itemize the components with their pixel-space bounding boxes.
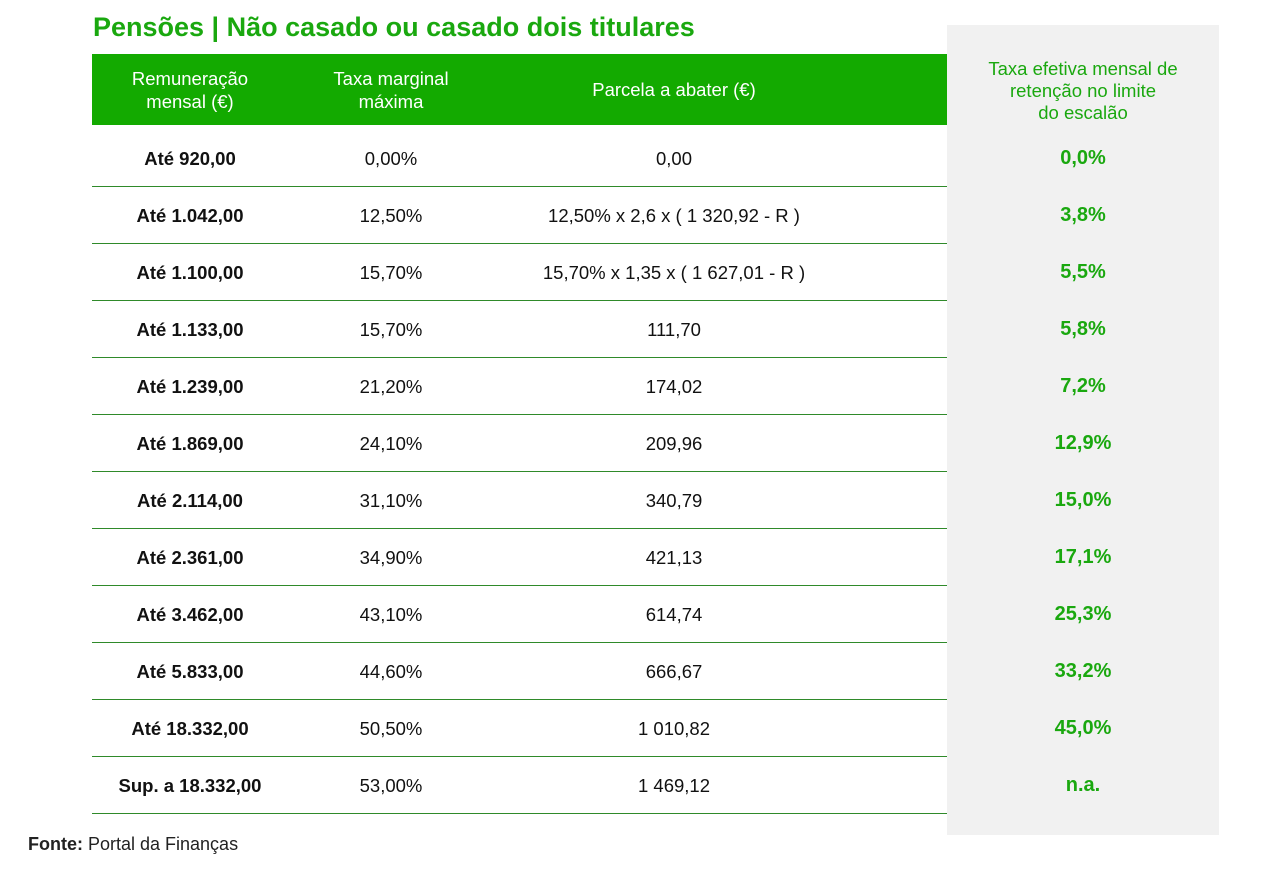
taxa-marginal-cell: 44,60%: [359, 660, 423, 682]
table-row: Sup. a 18.332,00 53,00% 1 469,12 n.a.: [92, 757, 1219, 814]
header-line: Taxa marginal: [333, 67, 449, 89]
table-row: Até 1.042,00 12,50% 12,50% x 2,6 x ( 1 320…: [92, 187, 1219, 244]
header-line: máxima: [358, 90, 424, 112]
taxa-efetiva-cell: 3,8%: [1060, 204, 1106, 226]
header-taxa-marginal: Taxa marginal máxima: [288, 54, 494, 125]
effective-rate-panel: Taxa efetiva mensal de retenção no limit…: [947, 25, 1219, 835]
remuneracao-cell: Até 2.114,00: [137, 489, 243, 511]
table-row: Até 3.462,00 43,10% 614,74 25,3%: [92, 586, 1219, 643]
header-remuneracao: Remuneração mensal (€): [92, 54, 288, 125]
remuneracao-cell: Até 3.462,00: [136, 603, 244, 625]
header-line: mensal (€): [146, 90, 234, 112]
taxa-efetiva-cell: 5,8%: [1060, 318, 1106, 340]
taxa-marginal-cell: 15,70%: [359, 261, 423, 283]
parcela-cell: 340,79: [645, 489, 703, 511]
source-text: Portal da Finanças: [82, 834, 239, 854]
table-row: Até 2.114,00 31,10% 340,79 15,0%: [92, 472, 1219, 529]
remuneracao-cell: Até 1.869,00: [136, 432, 244, 454]
table-body: Até 920,00 0,00% 0,00 0,0% Até 1.042,00 12,50…: [92, 130, 1219, 814]
parcela-cell: 1 010,82: [637, 717, 710, 739]
header-line: Parcela a abater (€): [592, 79, 756, 100]
table-row: Até 5.833,00 44,60% 666,67 33,2%: [92, 643, 1219, 700]
taxa-marginal-cell: 12,50%: [359, 204, 423, 226]
taxa-efetiva-cell: 25,3%: [1054, 603, 1112, 625]
taxa-marginal-cell: 53,00%: [359, 774, 423, 796]
source-label: Fonte:: [28, 834, 83, 854]
taxa-marginal-cell: 21,20%: [359, 375, 423, 397]
effective-rate-header-line: Taxa efetiva mensal de: [988, 58, 1178, 79]
effective-rate-header: Taxa efetiva mensal de retenção no limit…: [947, 58, 1219, 124]
remuneracao-cell: Até 1.239,00: [136, 375, 244, 397]
taxa-efetiva-cell: n.a.: [1065, 774, 1101, 796]
table-row: Até 18.332,00 50,50% 1 010,82 45,0%: [92, 700, 1219, 757]
effective-rate-header-line: do escalão: [1038, 102, 1128, 123]
parcela-cell: 209,96: [645, 432, 703, 454]
remuneracao-cell: Até 1.100,00: [136, 261, 244, 283]
page-title: Pensões | Não casado ou casado dois titu…: [93, 12, 695, 42]
taxa-marginal-cell: 31,10%: [359, 489, 423, 511]
taxa-marginal-cell: 50,50%: [359, 717, 423, 739]
table-row: Até 920,00 0,00% 0,00 0,0%: [92, 130, 1219, 187]
remuneracao-cell: Até 1.133,00: [136, 318, 244, 340]
taxa-efetiva-cell: 12,9%: [1054, 432, 1112, 454]
remuneracao-cell: Até 18.332,00: [131, 717, 249, 739]
header-parcela: Parcela a abater (€): [494, 54, 854, 125]
taxa-efetiva-cell: 33,2%: [1054, 660, 1112, 682]
parcela-cell: 111,70: [647, 318, 701, 340]
parcela-cell: 421,13: [645, 546, 703, 568]
effective-rate-header-line: retenção no limite: [1009, 80, 1157, 101]
taxa-marginal-cell: 34,90%: [359, 546, 423, 568]
remuneracao-cell: Até 1.042,00: [136, 204, 244, 226]
header-line: Remuneração: [131, 67, 249, 89]
table-row: Até 2.361,00 34,90% 421,13 17,1%: [92, 529, 1219, 586]
parcela-cell: 174,02: [645, 375, 703, 397]
table-row: Até 1.239,00 21,20% 174,02 7,2%: [92, 358, 1219, 415]
parcela-cell: 0,00: [655, 147, 692, 169]
taxa-marginal-cell: 43,10%: [359, 603, 423, 625]
remuneracao-cell: Até 2.361,00: [136, 546, 244, 568]
remuneracao-cell: Sup. a 18.332,00: [118, 774, 262, 796]
taxa-efetiva-cell: 17,1%: [1054, 546, 1112, 568]
taxa-marginal-cell: 0,00%: [364, 147, 418, 169]
table-header: Remuneração mensal (€) Taxa marginal máx…: [92, 54, 947, 125]
parcela-cell: 666,67: [645, 660, 703, 682]
taxa-efetiva-cell: 45,0%: [1054, 717, 1112, 739]
taxa-efetiva-cell: 7,2%: [1060, 375, 1106, 397]
parcela-cell: 614,74: [645, 603, 703, 625]
taxa-efetiva-cell: 5,5%: [1060, 261, 1106, 283]
source-footer: Fonte: Portal da Finanças: [28, 834, 238, 855]
parcela-cell: 15,70% x 1,35 x ( 1 627,01 - R ): [542, 261, 806, 283]
taxa-efetiva-cell: 15,0%: [1054, 489, 1112, 511]
parcela-cell: 12,50% x 2,6 x ( 1 320,92 - R ): [548, 204, 800, 226]
remuneracao-cell: Até 5.833,00: [136, 660, 244, 682]
table-row: Até 1.869,00 24,10% 209,96 12,9%: [92, 415, 1219, 472]
remuneracao-cell: Até 920,00: [144, 147, 236, 169]
table-row: Até 1.100,00 15,70% 15,70% x 1,35 x ( 1 62…: [92, 244, 1219, 301]
parcela-cell: 1 469,12: [637, 774, 710, 796]
table-row: Até 1.133,00 15,70% 111,70 5,8%: [92, 301, 1219, 358]
taxa-efetiva-cell: 0,0%: [1060, 147, 1106, 169]
taxa-marginal-cell: 24,10%: [359, 432, 423, 454]
taxa-marginal-cell: 15,70%: [359, 318, 423, 340]
